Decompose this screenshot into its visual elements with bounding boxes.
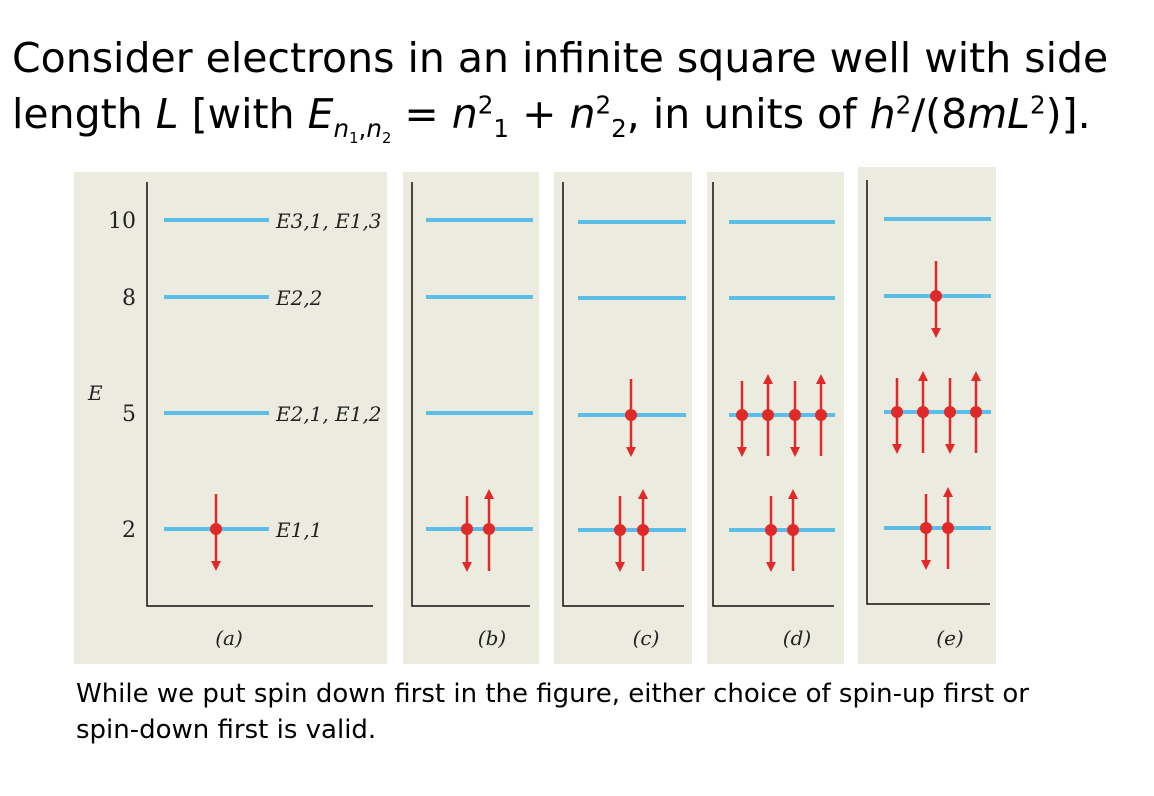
panel-c-background (554, 172, 692, 664)
tick-label-5: 5 (122, 402, 136, 427)
level-label-e31-e13: E3,1, E1,3 (275, 209, 382, 233)
level-label-e22: E2,2 (275, 286, 322, 310)
panel-a-axes (146, 182, 373, 607)
panel-e-electron-1-dot (920, 522, 932, 534)
panel-label-d: (d) (783, 626, 811, 650)
tick-label-10: 10 (108, 209, 136, 234)
panel-label-a: (a) (215, 626, 243, 650)
panel-e-axes (866, 180, 990, 605)
panel-e-electron-3-dot (891, 406, 903, 418)
panel-d-electron-3-dot (736, 409, 748, 421)
panel-e-electron-5-dot (944, 406, 956, 418)
panel-b-electron-2-dot (483, 523, 495, 535)
panel-c-axes (562, 182, 684, 607)
panel-e-electron-2-dot (942, 522, 954, 534)
panel-e-electron-7-dot (930, 290, 942, 302)
level-label-e21-e12: E2,1, E1,2 (275, 402, 382, 426)
panel-c-electron-1-dot (614, 524, 626, 536)
panel-b-axes (411, 182, 530, 607)
panel-d-electron-2-dot (787, 524, 799, 536)
panel-d-electron-6-dot (815, 409, 827, 421)
panel-c-electron-2-dot (637, 524, 649, 536)
panel-e-electron-6-dot (970, 406, 982, 418)
tick-label-2: 2 (122, 518, 136, 543)
panel-label-c: (c) (633, 626, 660, 650)
panel-c-electron-3-dot (625, 409, 637, 421)
figure-caption: While we put spin down first in the figu… (76, 679, 1029, 745)
panel-label-e: (e) (936, 626, 963, 650)
panel-a-background (74, 172, 387, 664)
panel-d-axes (712, 182, 834, 607)
level-label-e11: E1,1 (275, 518, 322, 542)
panel-b-electron-1-dot (461, 523, 473, 535)
tick-label-8: 8 (122, 286, 136, 311)
panel-e-electron-4-dot (917, 406, 929, 418)
panel-d-electron-5-dot (789, 409, 801, 421)
panel-label-b: (b) (478, 626, 506, 650)
axis-label-e: E (87, 381, 103, 405)
panel-b-background (403, 172, 539, 664)
panel-d-electron-1-dot (765, 524, 777, 536)
panel-a-electron-dot (210, 523, 222, 535)
problem-statement: Consider electrons in an infinite square… (12, 34, 1109, 148)
panel-d-electron-4-dot (762, 409, 774, 421)
